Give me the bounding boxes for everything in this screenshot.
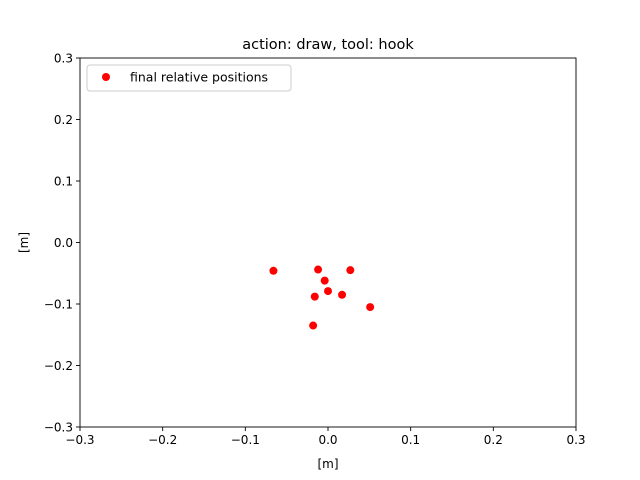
y-axis-ticks: −0.3 −0.2 −0.1 0.0 0.1 0.2 0.3 xyxy=(44,52,80,435)
y-tick-label: 0.1 xyxy=(54,175,73,189)
y-tick-label: −0.3 xyxy=(44,421,73,435)
data-point xyxy=(310,292,319,301)
x-tick-label: −0.2 xyxy=(148,433,177,447)
data-point xyxy=(338,290,347,299)
chart-title: action: draw, tool: hook xyxy=(242,37,414,53)
data-point xyxy=(320,276,329,285)
x-tick-label: −0.1 xyxy=(231,433,260,447)
x-tick-label: 0.3 xyxy=(566,433,585,447)
data-point xyxy=(346,266,355,275)
x-tick-label: 0.1 xyxy=(401,433,420,447)
data-point xyxy=(314,265,323,274)
data-point xyxy=(269,266,278,275)
x-axis-ticks: −0.3 −0.2 −0.1 0.0 0.1 0.2 0.3 xyxy=(65,427,586,447)
legend: final relative positions xyxy=(86,64,292,92)
x-axis-label: [m] xyxy=(317,457,338,471)
legend-box xyxy=(86,64,292,92)
scatter-points xyxy=(269,265,375,330)
data-point xyxy=(366,303,375,312)
plot-area xyxy=(79,57,577,428)
y-tick-label: −0.2 xyxy=(44,359,73,373)
y-tick-label: 0.2 xyxy=(54,113,73,127)
legend-label: final relative positions xyxy=(130,70,268,85)
x-tick-label: −0.3 xyxy=(65,433,94,447)
y-axis-label: [m] xyxy=(17,232,31,253)
x-tick-label: 0.0 xyxy=(318,433,337,447)
y-tick-label: 0.3 xyxy=(54,52,73,66)
legend-marker xyxy=(102,73,110,81)
y-tick-label: 0.0 xyxy=(54,236,73,250)
x-tick-label: 0.2 xyxy=(484,433,503,447)
data-point xyxy=(324,287,332,296)
y-tick-label: −0.1 xyxy=(44,298,73,312)
data-point xyxy=(309,321,318,330)
